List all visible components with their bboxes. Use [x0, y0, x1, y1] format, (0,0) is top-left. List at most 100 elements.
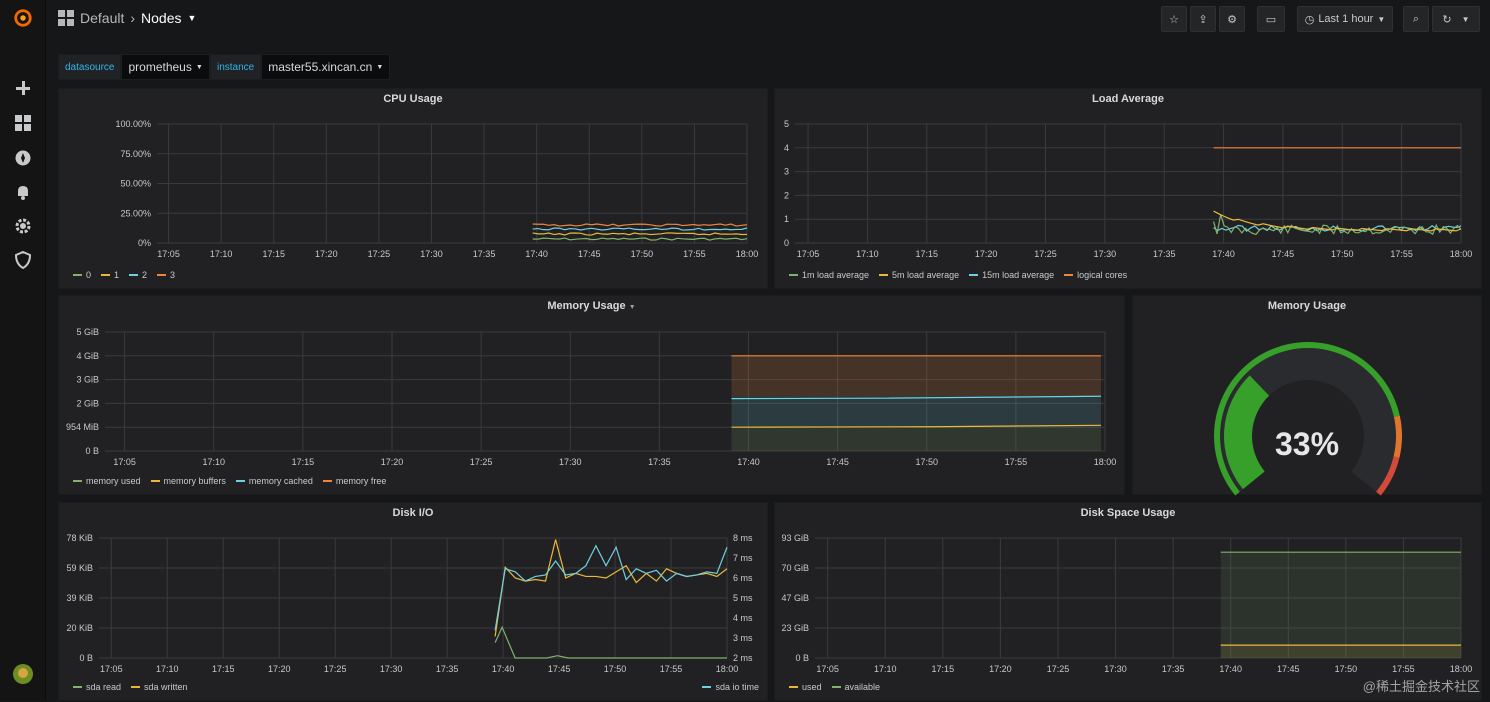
x-tick-label: 17:05: [100, 664, 123, 674]
x-tick-label: 17:55: [1392, 664, 1415, 674]
legend-item[interactable]: 15m load average: [969, 270, 1054, 280]
graph-legend: sda read sda written: [73, 682, 188, 692]
memory-gauge-panel[interactable]: Memory Usage 33%: [1132, 295, 1482, 495]
x-tick-label: 17:10: [156, 664, 179, 674]
y-tick-label: 5: [784, 119, 789, 129]
x-tick-label: 17:30: [559, 457, 582, 467]
x-tick-label: 18:00: [1450, 249, 1473, 259]
x-tick-label: 17:55: [1390, 249, 1413, 259]
grid: [157, 124, 747, 243]
refresh-button[interactable]: ↻▼: [1432, 6, 1480, 32]
y2-tick-label: 4 ms: [733, 613, 753, 623]
x-tick-label: 17:25: [368, 249, 391, 259]
legend-item[interactable]: 2: [129, 270, 147, 280]
caret-down-icon: ▼: [196, 64, 203, 71]
time-range-picker[interactable]: ◷ Last 1 hour ▼: [1297, 6, 1393, 32]
legend-item[interactable]: memory buffers: [151, 476, 226, 486]
y-tick-label: 23 GiB: [781, 623, 809, 633]
legend-item[interactable]: available: [832, 682, 881, 692]
y-tick-label: 25.00%: [120, 208, 151, 218]
variable-value: prometheus: [128, 60, 191, 74]
memory-free-area: [731, 356, 1101, 396]
share-button[interactable]: ⇪: [1190, 6, 1216, 32]
gear-icon[interactable]: [13, 216, 33, 236]
y-tick-label: 50.00%: [120, 179, 151, 189]
dashboard-title[interactable]: Nodes: [141, 10, 181, 26]
legend-item[interactable]: sda written: [131, 682, 188, 692]
x-tick-label: 17:30: [1094, 249, 1117, 259]
x-tick-label: 17:20: [975, 249, 998, 259]
legend-item[interactable]: sda read: [73, 682, 121, 692]
x-tick-label: 17:50: [915, 457, 938, 467]
bell-alerting-icon[interactable]: [13, 182, 33, 202]
dashboards-icon[interactable]: [13, 113, 33, 133]
x-tick-label: 17:05: [157, 249, 180, 259]
y-tick-label: 0 B: [795, 653, 809, 663]
breadcrumb-folder[interactable]: Default: [80, 10, 124, 26]
legend-item[interactable]: 5m load average: [879, 270, 959, 280]
sda-written-line: [495, 540, 727, 637]
legend-item[interactable]: sda io time: [702, 682, 759, 692]
x-tick-label: 18:00: [736, 249, 759, 259]
x-tick-label: 17:20: [989, 664, 1012, 674]
cpu-series-line: [533, 238, 747, 240]
legend-item[interactable]: memory used: [73, 476, 141, 486]
avatar[interactable]: [13, 664, 33, 684]
y-tick-label: 4 GiB: [76, 351, 99, 361]
x-tick-label: 17:10: [856, 249, 879, 259]
legend-item[interactable]: used: [789, 682, 822, 692]
star-button[interactable]: ☆: [1161, 6, 1187, 32]
variable-label: instance: [210, 54, 261, 80]
variable-value: master55.xincan.cn: [268, 60, 372, 74]
cpu-usage-panel[interactable]: CPU Usage 100.00%75.00%50.00%25.00%0%17:…: [58, 88, 768, 289]
variable-select[interactable]: master55.xincan.cn▼: [261, 54, 390, 80]
caret-down-icon[interactable]: ▼: [188, 13, 197, 23]
grafana-logo-icon[interactable]: [13, 8, 33, 28]
y-tick-label: 3: [784, 167, 789, 177]
x-tick-label: 17:45: [578, 249, 601, 259]
monitor-icon: ▭: [1266, 13, 1276, 26]
legend-item[interactable]: 1m load average: [789, 270, 869, 280]
search-icon: ⌕: [1413, 13, 1419, 26]
y-tick-label: 75.00%: [120, 149, 151, 159]
variable-datasource[interactable]: datasource prometheus▼: [58, 54, 210, 80]
legend-item[interactable]: logical cores: [1064, 270, 1127, 280]
x-tick-label: 17:25: [470, 457, 493, 467]
legend-item[interactable]: 0: [73, 270, 91, 280]
x-tick-label: 17:15: [916, 249, 939, 259]
y-tick-label: 5 GiB: [76, 327, 99, 337]
legend-item[interactable]: 1: [101, 270, 119, 280]
x-tick-label: 17:50: [604, 664, 627, 674]
shield-icon[interactable]: [13, 250, 33, 270]
legend-item[interactable]: memory free: [323, 476, 387, 486]
y-tick-label: 0 B: [85, 446, 99, 456]
variable-select[interactable]: prometheus ▼: [121, 54, 209, 80]
legend-item[interactable]: 3: [157, 270, 175, 280]
zoom-out-button[interactable]: ⌕: [1403, 6, 1429, 32]
x-tick-label: 17:50: [1331, 249, 1354, 259]
x-tick-label: 18:00: [1450, 664, 1473, 674]
y-tick-label: 0 B: [79, 653, 93, 663]
x-tick-label: 17:05: [113, 457, 136, 467]
y-tick-label: 2: [784, 190, 789, 200]
load-1m-line: [1214, 214, 1461, 234]
variable-instance[interactable]: instance master55.xincan.cn▼: [210, 54, 390, 80]
x-tick-label: 17:35: [1162, 664, 1185, 674]
legend-item[interactable]: memory cached: [236, 476, 313, 486]
breadcrumb-separator: ›: [130, 10, 135, 26]
explore-compass-icon[interactable]: [13, 148, 33, 168]
tv-mode-button[interactable]: ▭: [1257, 6, 1285, 32]
x-tick-label: 18:00: [716, 664, 739, 674]
graph-legend: 0 1 2 3: [73, 270, 175, 280]
plus-icon[interactable]: [13, 78, 33, 98]
settings-button[interactable]: ⚙: [1219, 6, 1245, 32]
